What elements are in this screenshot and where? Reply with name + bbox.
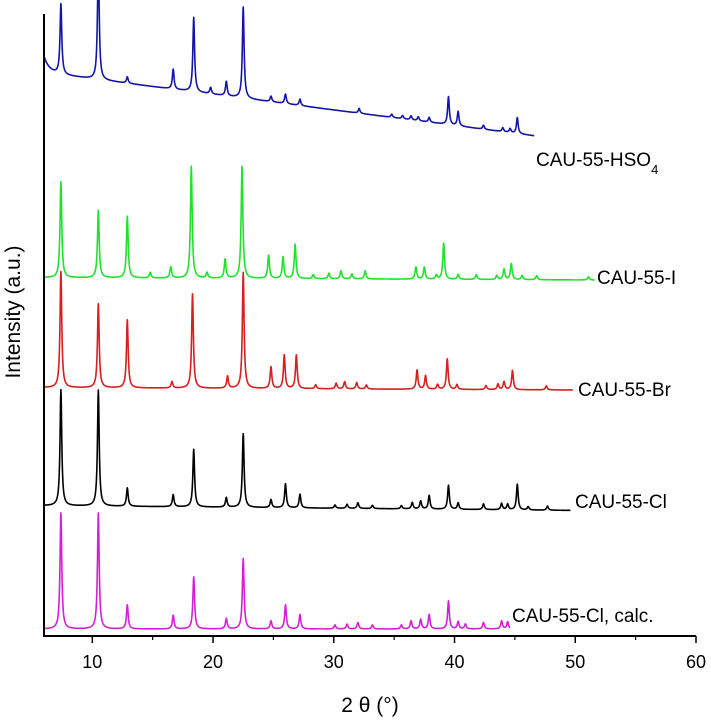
x-axis-label: 2 θ (°) [341, 694, 398, 717]
series-line-cau-55-hso4 [43, 0, 535, 137]
series-label-cau-55-cl: CAU-55-Cl [575, 492, 667, 513]
series-labels-group: CAU-55-HSO4 CAU-55-I CAU-55-Br CAU-55-Cl CAU… [512, 150, 676, 627]
series-label-cau-55-i: CAU-55-I [597, 268, 676, 289]
series-label-cau-55-hso4: CAU-55-HSO4 [536, 150, 658, 177]
series-line-cau-55-i [43, 165, 596, 281]
series-line-cau-55-br [43, 270, 574, 391]
x-tick-label-40: 40 [445, 652, 465, 672]
series-line-cau-55-cl [43, 388, 571, 512]
axes-group [43, 14, 696, 637]
x-tick-label-10: 10 [82, 652, 102, 672]
series-line-cau-55-cl-calc- [43, 512, 511, 630]
x-tick-label-50: 50 [565, 652, 585, 672]
series-label-cau-55-br: CAU-55-Br [578, 380, 672, 401]
x-ticks-group: 10 20 30 40 50 60 [82, 636, 706, 672]
series-label-cau-55-cl-calc-: CAU-55-Cl, calc. [512, 606, 653, 627]
x-tick-label-20: 20 [203, 652, 223, 672]
x-tick-label-30: 30 [324, 652, 344, 672]
traces-group [43, 0, 596, 630]
y-axis-label: Intensity (a.u.) [2, 245, 25, 378]
x-tick-label-60: 60 [686, 652, 706, 672]
